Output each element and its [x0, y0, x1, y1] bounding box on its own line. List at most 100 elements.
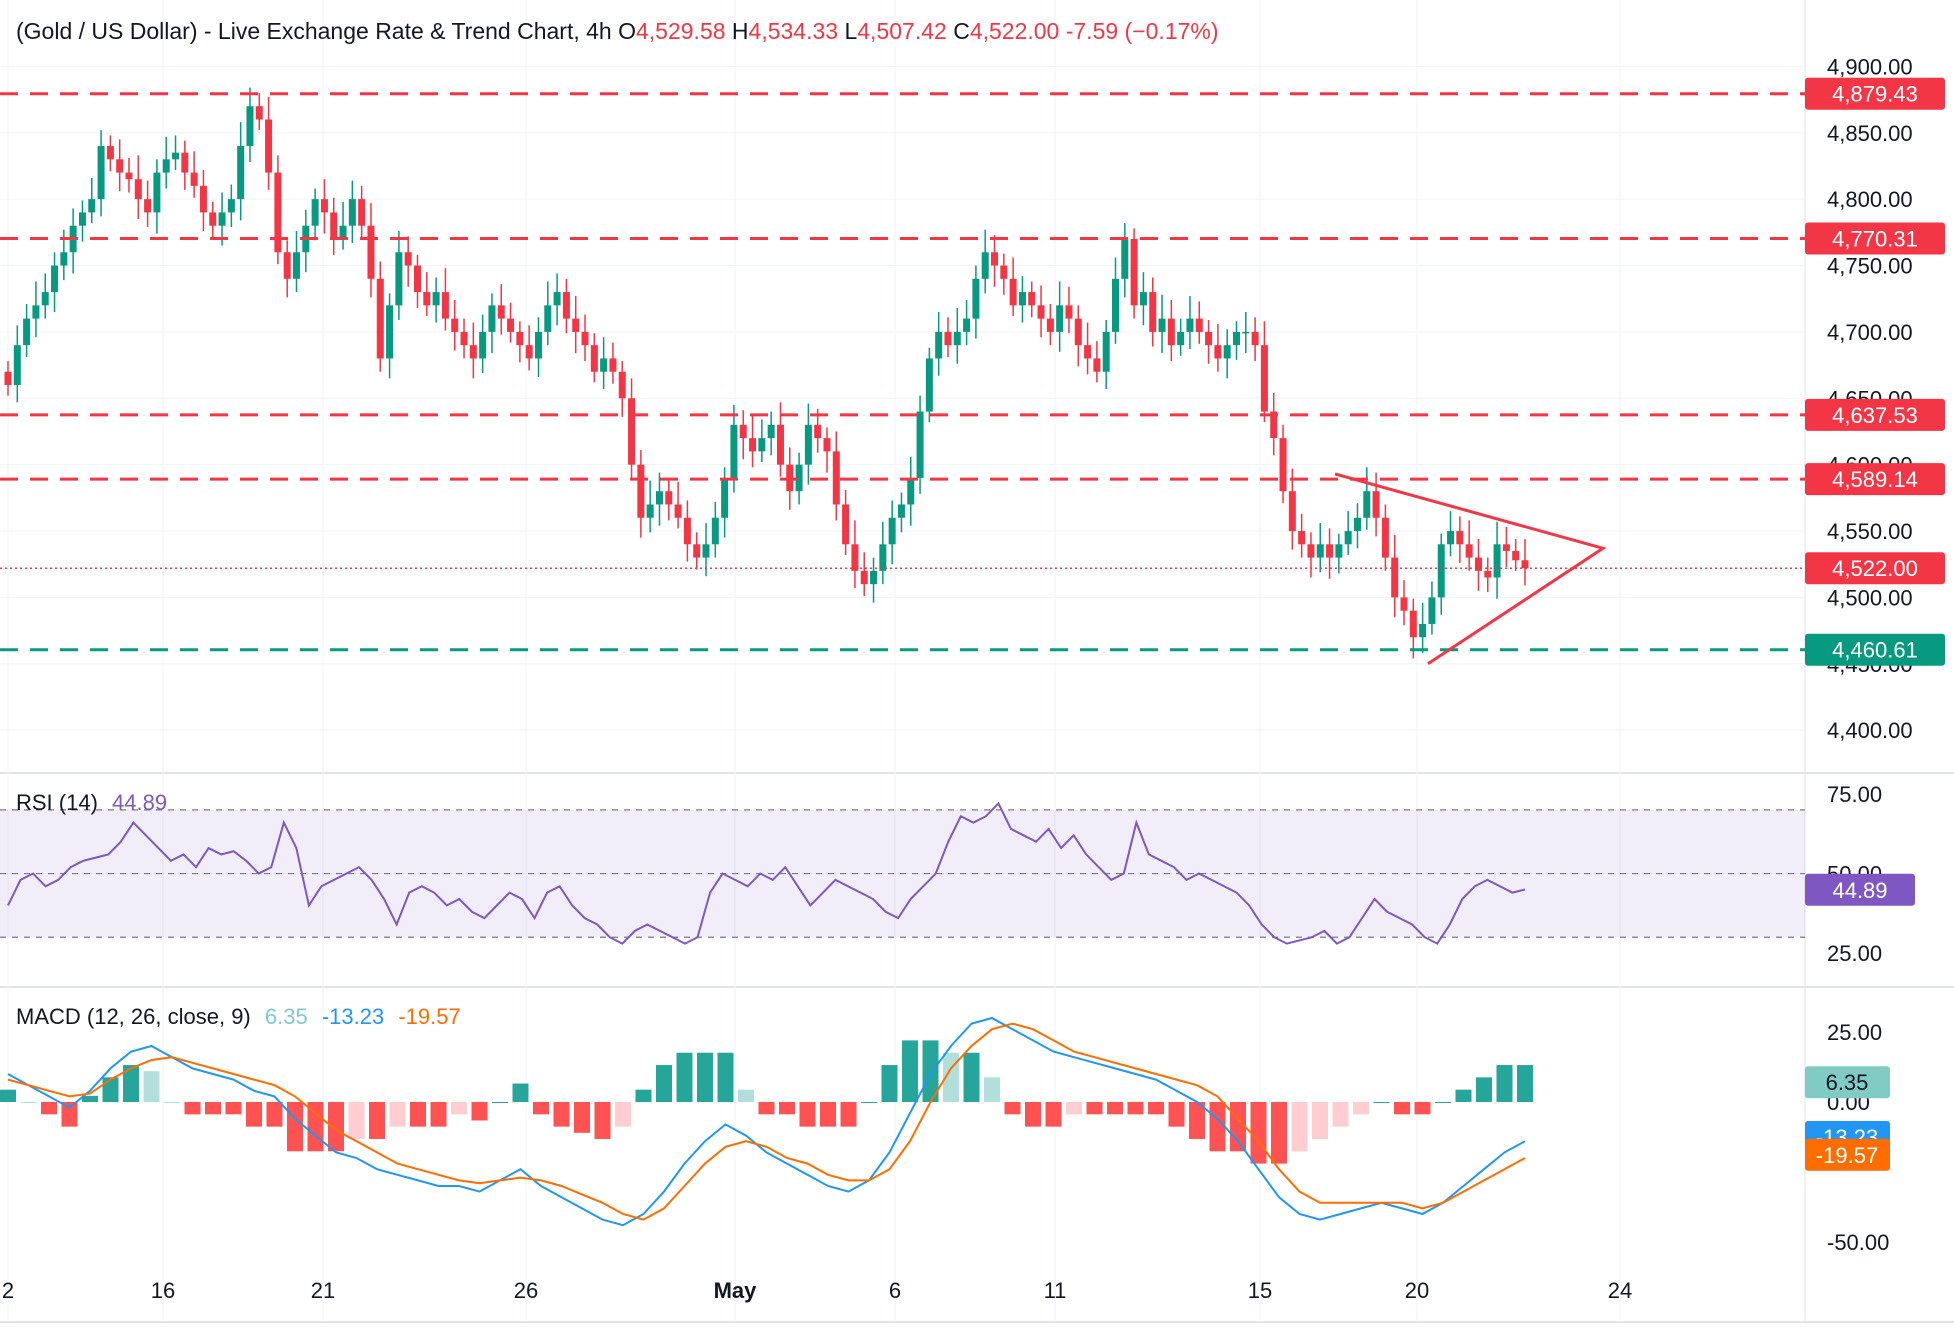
candle[interactable]	[423, 272, 431, 316]
candle[interactable]	[41, 273, 49, 319]
candle[interactable]	[274, 155, 282, 265]
candle[interactable]	[944, 317, 952, 358]
candle[interactable]	[106, 135, 114, 172]
candle[interactable]	[311, 188, 319, 241]
candle[interactable]	[665, 477, 673, 521]
candle[interactable]	[1195, 301, 1203, 344]
candle[interactable]	[1232, 321, 1240, 360]
candle[interactable]	[404, 236, 412, 287]
candle[interactable]	[683, 500, 691, 562]
candle[interactable]	[655, 472, 663, 526]
candle[interactable]	[23, 304, 31, 358]
candle[interactable]	[646, 480, 654, 533]
candle[interactable]	[860, 552, 868, 597]
candle[interactable]	[1419, 602, 1427, 654]
candle[interactable]	[69, 208, 77, 274]
candle[interactable]	[190, 151, 198, 198]
candle[interactable]	[1502, 527, 1510, 567]
candle[interactable]	[302, 209, 310, 273]
candle[interactable]	[162, 136, 170, 189]
candle[interactable]	[1251, 317, 1259, 362]
candle[interactable]	[1400, 580, 1408, 626]
candle[interactable]	[1018, 276, 1026, 323]
candle[interactable]	[702, 523, 710, 577]
candle[interactable]	[1177, 318, 1185, 356]
candle[interactable]	[1326, 528, 1334, 579]
candle[interactable]	[265, 96, 273, 190]
candle[interactable]	[1307, 532, 1315, 578]
candle[interactable]	[51, 252, 59, 312]
candle[interactable]	[237, 122, 245, 221]
candle[interactable]	[367, 203, 375, 298]
candle[interactable]	[125, 157, 133, 193]
candle[interactable]	[32, 281, 40, 338]
candle[interactable]	[1353, 503, 1361, 549]
candle[interactable]	[339, 201, 347, 250]
candle[interactable]	[1391, 535, 1399, 618]
candle[interactable]	[134, 155, 142, 220]
candle[interactable]	[479, 314, 487, 374]
candle[interactable]	[1335, 533, 1343, 574]
candle[interactable]	[97, 130, 105, 217]
candle[interactable]	[153, 159, 161, 234]
candle[interactable]	[609, 342, 617, 384]
candle[interactable]	[1521, 539, 1529, 586]
candle[interactable]	[1158, 294, 1166, 354]
candle[interactable]	[851, 520, 859, 589]
candle[interactable]	[1130, 228, 1138, 319]
candle[interactable]	[618, 361, 626, 417]
candle[interactable]	[1363, 467, 1371, 530]
candle[interactable]	[1242, 311, 1250, 354]
candle[interactable]	[1056, 281, 1064, 352]
candle[interactable]	[534, 317, 542, 378]
candle[interactable]	[749, 414, 757, 468]
candle[interactable]	[144, 180, 152, 228]
candle[interactable]	[1074, 305, 1082, 367]
candle[interactable]	[376, 261, 384, 372]
candle[interactable]	[823, 427, 831, 473]
candle[interactable]	[1344, 511, 1352, 555]
candle[interactable]	[1167, 300, 1175, 362]
candle[interactable]	[1484, 557, 1492, 593]
rsi-pane[interactable]	[0, 801, 1805, 945]
candle[interactable]	[1139, 272, 1147, 326]
candle[interactable]	[1493, 521, 1501, 599]
candle[interactable]	[1288, 468, 1296, 550]
candle[interactable]	[460, 318, 468, 359]
macd-line[interactable]	[7, 1016, 1526, 1227]
candle[interactable]	[507, 302, 515, 343]
candle[interactable]	[497, 284, 505, 335]
candle[interactable]	[553, 273, 561, 326]
candle[interactable]	[711, 501, 719, 558]
candle[interactable]	[1381, 504, 1389, 571]
candle[interactable]	[218, 192, 226, 246]
candle[interactable]	[116, 139, 124, 192]
candle[interactable]	[1149, 277, 1157, 347]
candle[interactable]	[255, 92, 263, 131]
signal-line[interactable]	[7, 1022, 1526, 1221]
candle[interactable]	[842, 489, 850, 555]
candle[interactable]	[199, 169, 207, 231]
candle[interactable]	[953, 308, 961, 364]
candle[interactable]	[925, 347, 933, 423]
candle[interactable]	[348, 180, 356, 243]
candle[interactable]	[330, 197, 338, 255]
rsi-line[interactable]	[7, 801, 1526, 945]
candle[interactable]	[283, 240, 291, 298]
candle[interactable]	[628, 378, 636, 478]
candle[interactable]	[246, 87, 254, 162]
candle[interactable]	[1447, 511, 1455, 557]
candle[interactable]	[88, 177, 96, 224]
candle[interactable]	[358, 185, 366, 238]
candle[interactable]	[637, 450, 645, 538]
candle[interactable]	[1316, 523, 1324, 573]
candle[interactable]	[1474, 539, 1482, 591]
candle[interactable]	[1223, 329, 1231, 379]
candle[interactable]	[767, 411, 775, 456]
candle[interactable]	[320, 179, 328, 234]
candle[interactable]	[413, 254, 421, 308]
candle[interactable]	[78, 200, 86, 242]
candle[interactable]	[1028, 281, 1036, 318]
candle[interactable]	[981, 229, 989, 294]
